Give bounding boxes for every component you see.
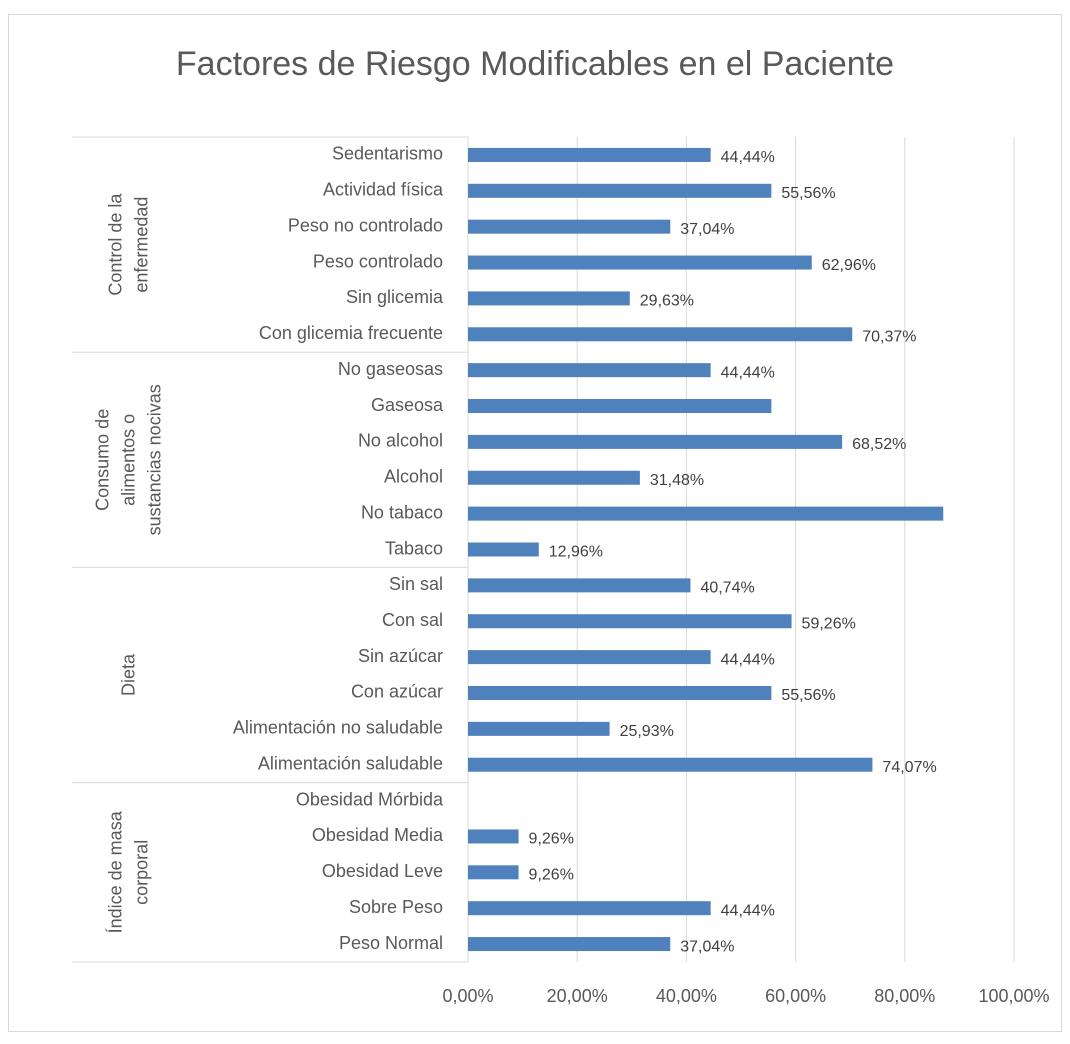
group-label: Índice de masa: [106, 810, 126, 933]
value-label: 37,04%: [680, 221, 734, 238]
bar: [468, 937, 671, 952]
x-tick-label: 0,00%: [442, 986, 493, 1006]
bar: [468, 255, 812, 270]
value-label: 9,26%: [529, 867, 574, 884]
category-label: Actividad física: [323, 180, 444, 200]
bar: [468, 291, 630, 306]
group-label: alimentos o: [119, 414, 139, 506]
value-label: 31,48%: [650, 472, 704, 489]
value-label: 12,96%: [549, 544, 603, 561]
x-tick-label: 80,00%: [874, 986, 935, 1006]
category-label: Tabaco: [385, 538, 443, 558]
category-label: Obesidad Mórbida: [296, 789, 444, 809]
bar: [468, 757, 873, 772]
value-label: 25,93%: [620, 723, 674, 740]
group-label: Consumo de: [93, 409, 113, 511]
x-tick-label: 60,00%: [765, 986, 826, 1006]
value-label: 9,26%: [529, 831, 574, 848]
category-label: Con azúcar: [351, 682, 443, 702]
group-label: Dieta: [119, 653, 139, 696]
bar: [468, 434, 843, 449]
bar: [468, 183, 772, 198]
bar: [468, 399, 772, 414]
bar: [468, 614, 792, 629]
category-label: Sin sal: [389, 574, 443, 594]
x-tick-label: 100,00%: [978, 986, 1049, 1006]
value-label: 59,26%: [802, 615, 856, 632]
x-tick-label: 40,00%: [656, 986, 717, 1006]
value-label: 44,44%: [721, 651, 775, 668]
category-label: No alcohol: [358, 431, 443, 451]
bar: [468, 363, 711, 378]
category-label: Sobre Peso: [349, 897, 443, 917]
group-label: enfermedad: [132, 197, 152, 293]
value-label: 55,56%: [781, 185, 835, 202]
bar: [468, 327, 853, 342]
bar: [468, 506, 944, 521]
group-label: corporal: [132, 840, 152, 905]
bar: [468, 578, 691, 593]
category-label: Peso controlado: [313, 251, 443, 271]
category-label: No tabaco: [361, 502, 443, 522]
value-label: 68,52%: [852, 436, 906, 453]
x-tick-label: 20,00%: [547, 986, 608, 1006]
bar: [468, 219, 671, 234]
bar: [468, 865, 519, 880]
category-label: Sedentarismo: [332, 144, 443, 164]
category-label: Sin azúcar: [358, 646, 443, 666]
category-label: Gaseosa: [371, 395, 444, 415]
group-label: sustancias nocivas: [145, 384, 165, 535]
category-label: Obesidad Leve: [322, 861, 443, 881]
category-label: Alimentación saludable: [258, 753, 443, 773]
value-label: 62,96%: [822, 257, 876, 274]
value-label: 40,74%: [700, 580, 754, 597]
bar: [468, 721, 610, 736]
value-label: 70,37%: [862, 329, 916, 346]
category-label: No gaseosas: [338, 359, 443, 379]
category-label: Con sal: [382, 610, 443, 630]
bar: [468, 829, 519, 844]
bar: [468, 650, 711, 665]
category-label: Peso Normal: [339, 933, 443, 953]
value-label: 44,44%: [721, 149, 775, 166]
category-label: Alcohol: [384, 467, 443, 487]
category-label: Sin glicemia: [346, 287, 444, 307]
value-label: 29,63%: [640, 293, 694, 310]
value-label: 44,44%: [721, 902, 775, 919]
category-label: Con glicemia frecuente: [259, 323, 443, 343]
bar: [468, 470, 640, 485]
value-label: 44,44%: [721, 364, 775, 381]
value-label: 37,04%: [680, 938, 734, 955]
chart-title: Factores de Riesgo Modificables en el Pa…: [176, 45, 894, 83]
value-label: 55,56%: [781, 687, 835, 704]
category-label: Peso no controlado: [288, 215, 443, 235]
category-label: Alimentación no saludable: [233, 718, 443, 738]
bar: [468, 147, 711, 162]
category-label: Obesidad Media: [312, 825, 444, 845]
bar: [468, 901, 711, 916]
value-label: 74,07%: [882, 759, 936, 776]
group-label: Control de la: [106, 193, 126, 296]
bar: [468, 542, 539, 557]
bar: [468, 685, 772, 700]
